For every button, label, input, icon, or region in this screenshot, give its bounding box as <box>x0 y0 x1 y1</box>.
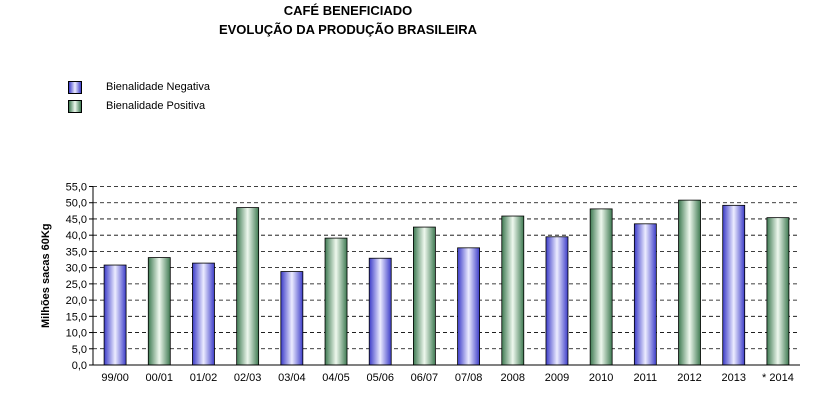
x-tick-label: 07/08 <box>455 372 483 384</box>
bar-2010 <box>589 208 613 366</box>
bar-2008 <box>501 215 525 366</box>
legend-label-positiva: Bienalidade Positiva <box>106 100 206 112</box>
y-tick-label: 20,0 <box>66 295 87 307</box>
x-tick-label: 2009 <box>545 372 569 384</box>
y-tick-label: 30,0 <box>66 263 87 275</box>
x-tick-label: 04/05 <box>322 372 350 384</box>
y-tick-label: 10,0 <box>66 328 87 340</box>
bar-2011 <box>633 223 657 366</box>
x-tick-label: 2008 <box>501 372 525 384</box>
bar-0102 <box>192 262 215 366</box>
legend-label-negativa: Bienalidade Negativa <box>106 81 210 93</box>
bar-2012 <box>678 199 701 366</box>
x-tick-label: 00/01 <box>146 372 174 384</box>
y-axis-label: Milhões sacas 60Kg <box>40 223 52 328</box>
x-tick-label: 06/07 <box>411 372 439 384</box>
bar-0304 <box>280 271 304 366</box>
y-tick-label: 25,0 <box>66 279 87 291</box>
x-tick-label: 2013 <box>721 372 745 384</box>
y-tick-label: 50,0 <box>66 198 87 210</box>
x-tick-label: 03/04 <box>278 372 306 384</box>
bar-0506 <box>368 257 392 366</box>
bar-0203 <box>236 207 260 366</box>
y-tick-label: 45,0 <box>66 214 87 226</box>
x-tick-label: 2012 <box>677 372 701 384</box>
x-tick-label: 2011 <box>634 372 658 384</box>
bar-2013 <box>722 204 746 366</box>
chart-subtitle: EVOLUÇÃO DA PRODUÇÃO BRASILEIRA <box>218 22 478 37</box>
x-tick-label: 2010 <box>589 372 613 384</box>
bar-9900 <box>103 264 127 366</box>
bar-0708 <box>457 247 480 366</box>
bar-0607 <box>413 226 436 366</box>
y-tick-label: 55,0 <box>66 182 87 194</box>
y-tick-label: 5,0 <box>72 344 87 356</box>
x-tick-label: 99/00 <box>101 372 129 384</box>
legend-swatch-negativa <box>68 81 82 94</box>
x-tick-label: 01/02 <box>190 372 218 384</box>
bar-0001 <box>147 257 171 366</box>
x-tick-label: 02/03 <box>234 372 262 384</box>
y-tick-label: 35,0 <box>66 246 87 258</box>
bar-0405 <box>324 237 348 366</box>
legend-swatch-positiva <box>68 100 82 113</box>
x-tick-label: * 2014 <box>762 372 794 384</box>
y-tick-label: 40,0 <box>66 230 87 242</box>
y-tick-label: 15,0 <box>66 311 87 323</box>
bar-2014 <box>766 217 790 366</box>
bar-2009 <box>545 236 569 366</box>
chart-title: CAFÉ BENEFICIADO <box>283 3 413 18</box>
y-tick-label: 0,0 <box>72 360 87 372</box>
x-tick-label: 05/06 <box>366 372 394 384</box>
